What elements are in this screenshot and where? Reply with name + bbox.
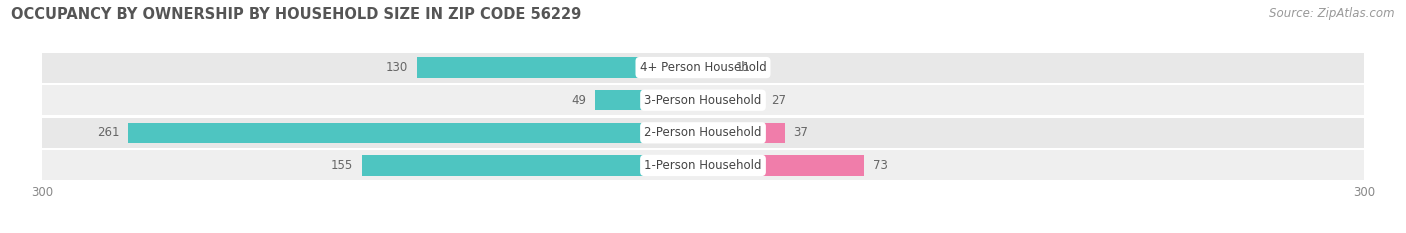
Text: 37: 37 [793,126,808,139]
Bar [42,151,1364,180]
Bar [128,123,703,143]
Text: 11: 11 [737,61,751,74]
Text: 27: 27 [772,94,786,107]
Bar [42,53,1364,82]
Bar [361,155,703,175]
Bar [703,58,727,78]
Bar [42,85,1364,115]
Text: OCCUPANCY BY OWNERSHIP BY HOUSEHOLD SIZE IN ZIP CODE 56229: OCCUPANCY BY OWNERSHIP BY HOUSEHOLD SIZE… [11,7,582,22]
Bar [703,90,762,110]
Text: 261: 261 [97,126,120,139]
Text: Source: ZipAtlas.com: Source: ZipAtlas.com [1270,7,1395,20]
Text: 73: 73 [873,159,887,172]
Text: 4+ Person Household: 4+ Person Household [640,61,766,74]
Bar [595,90,703,110]
Bar [416,58,703,78]
Bar [42,118,1364,148]
Text: 1-Person Household: 1-Person Household [644,159,762,172]
Text: 155: 155 [330,159,353,172]
Text: 130: 130 [385,61,408,74]
Bar [703,123,785,143]
Bar [703,155,863,175]
Text: 3-Person Household: 3-Person Household [644,94,762,107]
Text: 49: 49 [571,94,586,107]
Text: 2-Person Household: 2-Person Household [644,126,762,139]
